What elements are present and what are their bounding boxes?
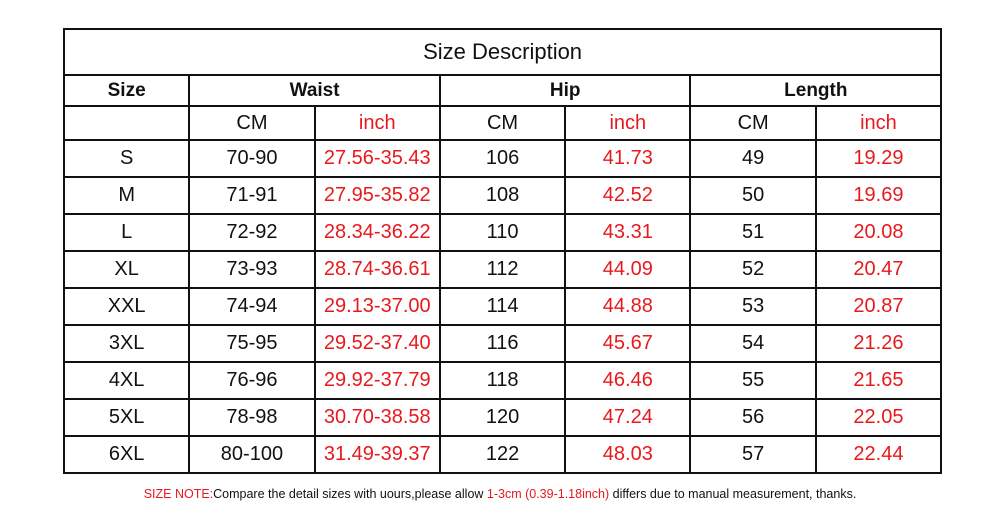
value-cell: 75-95 xyxy=(188,324,316,363)
value-cell: 53 xyxy=(689,287,817,326)
value-cell: 29.52-37.40 xyxy=(313,324,441,363)
value-cell: 29.13-37.00 xyxy=(313,287,441,326)
subheader-cell: inch xyxy=(564,105,692,141)
value-cell: 22.05 xyxy=(814,398,943,437)
value-cell: 21.65 xyxy=(814,361,943,400)
value-cell: 20.87 xyxy=(814,287,943,326)
table-row: XXL 74-94 29.13-37.00 114 44.88 53 20.87 xyxy=(62,287,943,326)
value-cell: 27.95-35.82 xyxy=(313,176,441,215)
table-row: S 70-90 27.56-35.43 106 41.73 49 19.29 xyxy=(62,139,943,178)
value-cell: 114 xyxy=(438,287,567,326)
value-cell: 19.29 xyxy=(814,139,943,178)
value-cell: 118 xyxy=(438,361,567,400)
value-cell: 70-90 xyxy=(188,139,316,178)
table-title: Size Description xyxy=(62,28,943,76)
subheader-cell: CM xyxy=(188,105,316,141)
value-cell: 31.49-39.37 xyxy=(313,435,441,474)
value-cell: 71-91 xyxy=(188,176,316,215)
size-cell: XL xyxy=(62,250,191,289)
value-cell: 30.70-38.58 xyxy=(313,398,441,437)
value-cell: 44.09 xyxy=(564,250,692,289)
subheader-cell: CM xyxy=(689,105,817,141)
value-cell: 80-100 xyxy=(188,435,316,474)
note-label: SIZE NOTE: xyxy=(143,487,214,501)
value-cell: 29.92-37.79 xyxy=(313,361,441,400)
note-text-1: Compare the detail sizes with uours,plea… xyxy=(213,487,487,501)
value-cell: 27.56-35.43 xyxy=(313,139,441,178)
value-cell: 122 xyxy=(438,435,567,474)
value-cell: 76-96 xyxy=(188,361,316,400)
value-cell: 50 xyxy=(689,176,817,215)
value-cell: 22.44 xyxy=(814,435,943,474)
size-cell: M xyxy=(62,176,191,215)
value-cell: 57 xyxy=(689,435,817,474)
value-cell: 108 xyxy=(438,176,567,215)
value-cell: 52 xyxy=(689,250,817,289)
size-cell: 5XL xyxy=(62,398,191,437)
value-cell: 43.31 xyxy=(564,213,692,252)
value-cell: 41.73 xyxy=(564,139,692,178)
size-cell: 4XL xyxy=(62,361,191,400)
subheader-cell: CM xyxy=(438,105,567,141)
table-row: 4XL 76-96 29.92-37.79 118 46.46 55 21.65 xyxy=(62,361,943,400)
value-cell: 110 xyxy=(438,213,567,252)
value-cell: 54 xyxy=(689,324,817,363)
value-cell: 112 xyxy=(438,250,567,289)
size-cell: L xyxy=(62,213,191,252)
value-cell: 21.26 xyxy=(814,324,943,363)
value-cell: 20.47 xyxy=(814,250,943,289)
size-note: SIZE NOTE:Compare the detail sizes with … xyxy=(0,487,1000,501)
table-row: 3XL 75-95 29.52-37.40 116 45.67 54 21.26 xyxy=(62,324,943,363)
value-cell: 46.46 xyxy=(564,361,692,400)
value-cell: 42.52 xyxy=(564,176,692,215)
subheader-cell xyxy=(62,105,191,141)
value-cell: 49 xyxy=(689,139,817,178)
note-highlight: 1-3cm (0.39-1.18inch) xyxy=(486,487,610,501)
size-cell: 3XL xyxy=(62,324,191,363)
value-cell: 72-92 xyxy=(188,213,316,252)
table-row: 5XL 78-98 30.70-38.58 120 47.24 56 22.05 xyxy=(62,398,943,437)
value-cell: 44.88 xyxy=(564,287,692,326)
value-cell: 116 xyxy=(438,324,567,363)
header-size: Size xyxy=(62,74,191,107)
value-cell: 28.74-36.61 xyxy=(313,250,441,289)
value-cell: 51 xyxy=(689,213,817,252)
value-cell: 45.67 xyxy=(564,324,692,363)
header-waist: Waist xyxy=(188,74,441,107)
note-text-2: differs due to manual measurement, thank… xyxy=(609,487,857,501)
value-cell: 78-98 xyxy=(188,398,316,437)
value-cell: 106 xyxy=(438,139,567,178)
header-length: Length xyxy=(689,74,943,107)
header-hip: Hip xyxy=(438,74,692,107)
size-table: Size Description Size Waist Hip Length C… xyxy=(62,28,943,474)
subheader-cell: inch xyxy=(814,105,943,141)
table-row: L 72-92 28.34-36.22 110 43.31 51 20.08 xyxy=(62,213,943,252)
table-row: 6XL 80-100 31.49-39.37 122 48.03 57 22.44 xyxy=(62,435,943,474)
value-cell: 19.69 xyxy=(814,176,943,215)
value-cell: 20.08 xyxy=(814,213,943,252)
table-row: M 71-91 27.95-35.82 108 42.52 50 19.69 xyxy=(62,176,943,215)
table-row: XL 73-93 28.74-36.61 112 44.09 52 20.47 xyxy=(62,250,943,289)
value-cell: 56 xyxy=(689,398,817,437)
value-cell: 28.34-36.22 xyxy=(313,213,441,252)
size-cell: 6XL xyxy=(62,435,191,474)
value-cell: 55 xyxy=(689,361,817,400)
value-cell: 74-94 xyxy=(188,287,316,326)
value-cell: 73-93 xyxy=(188,250,316,289)
value-cell: 47.24 xyxy=(564,398,692,437)
subheader-cell: inch xyxy=(313,105,441,141)
value-cell: 48.03 xyxy=(564,435,692,474)
size-cell: XXL xyxy=(62,287,191,326)
size-cell: S xyxy=(62,139,191,178)
value-cell: 120 xyxy=(438,398,567,437)
